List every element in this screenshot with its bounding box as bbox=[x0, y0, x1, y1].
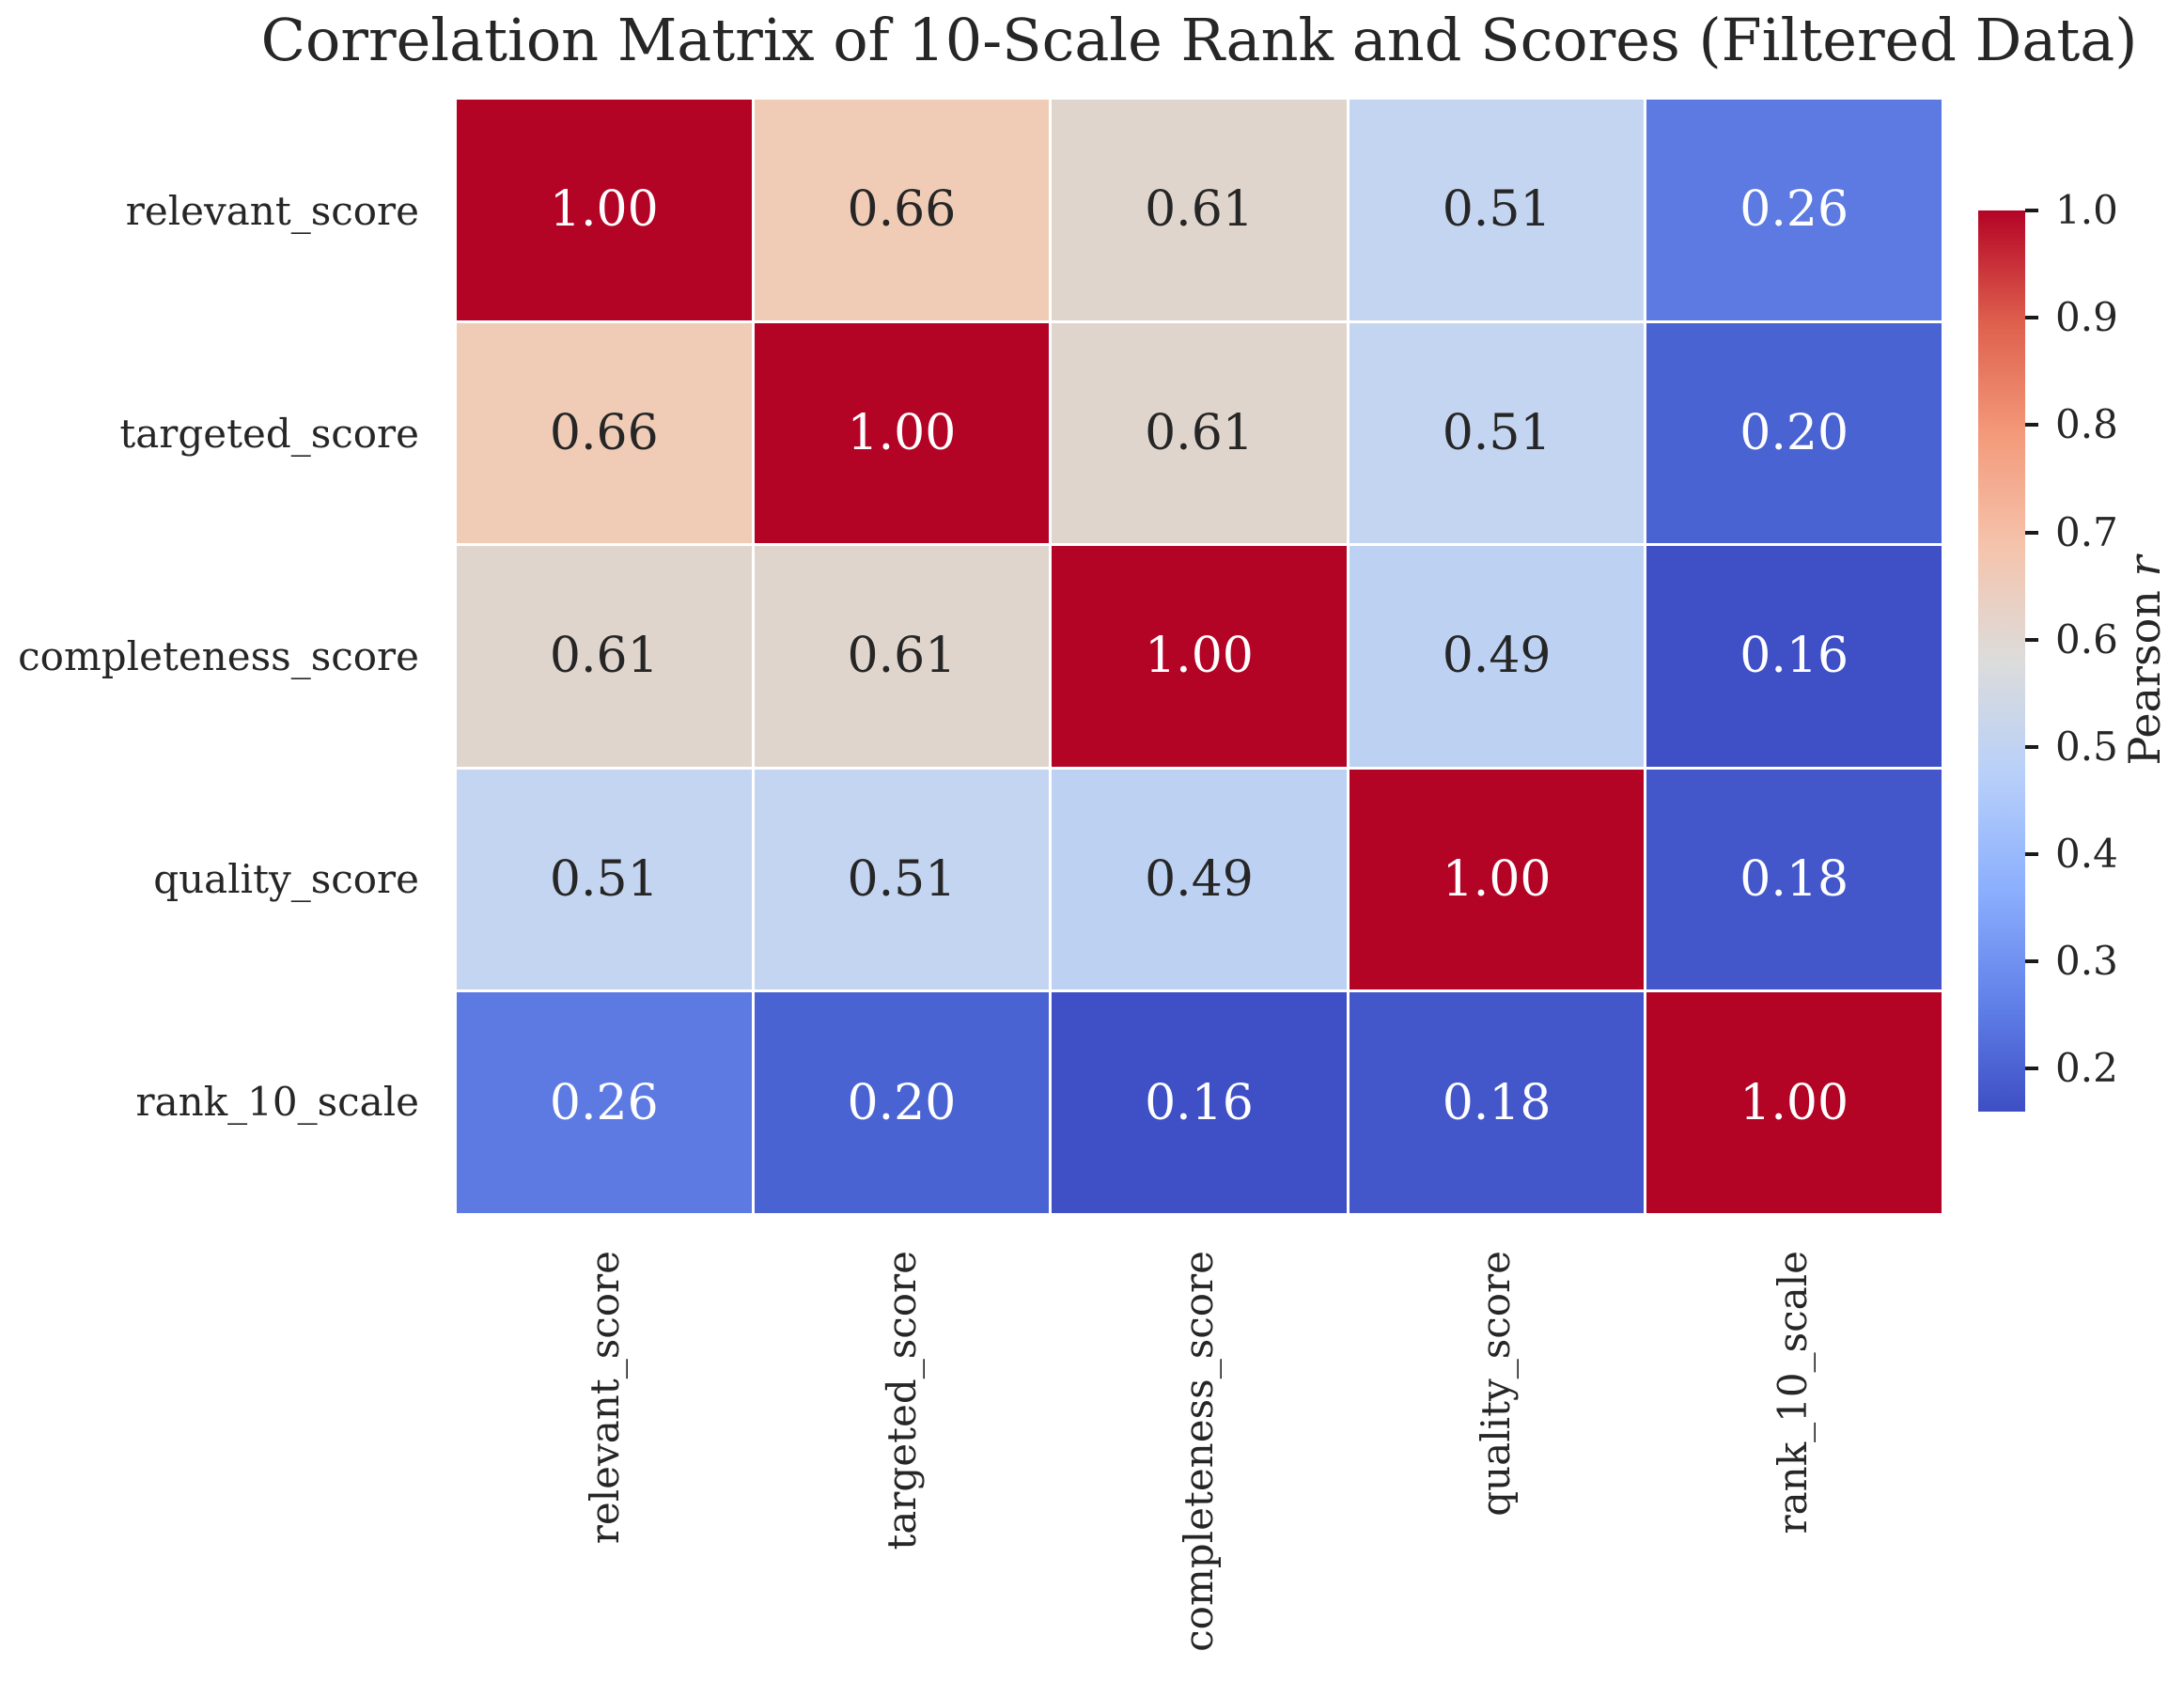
heatmap-cell: 1.00 bbox=[1646, 992, 1942, 1213]
y-axis-label: targeted_score bbox=[119, 410, 419, 457]
heatmap-cell: 0.61 bbox=[754, 546, 1050, 767]
colorbar-tick-label: 0.9 bbox=[2055, 294, 2118, 341]
x-axis-labels: relevant_score targeted_score completeness… bbox=[457, 1251, 1942, 1682]
colorbar-tick-label: 0.5 bbox=[2055, 723, 2118, 770]
heatmap-cell: 0.66 bbox=[457, 322, 752, 544]
x-axis-label: relevant_score bbox=[582, 1251, 628, 1545]
colorbar-tick-label: 1.0 bbox=[2055, 187, 2118, 233]
x-axis-label: targeted_score bbox=[879, 1251, 925, 1550]
colorbar-tick-mark bbox=[2025, 1067, 2038, 1071]
colorbar-tick-mark bbox=[2025, 530, 2038, 535]
colorbar-axis-label: Pearson r bbox=[2119, 555, 2170, 765]
chart-title: Correlation Matrix of 10-Scale Rank and … bbox=[260, 6, 2138, 74]
heatmap-cell: 0.61 bbox=[457, 546, 752, 767]
heatmap-grid: 1.00 0.66 0.61 0.51 0.26 0.66 1.00 0.61 0.51 0.20… bbox=[457, 100, 1942, 1213]
colorbar-tick-mark bbox=[2025, 637, 2038, 642]
heatmap-cell: 0.61 bbox=[1052, 100, 1347, 320]
heatmap-cell: 0.20 bbox=[754, 992, 1050, 1213]
colorbar-tick-mark bbox=[2025, 852, 2038, 856]
heatmap-cell: 1.00 bbox=[457, 100, 752, 320]
colorbar-tick-label: 0.4 bbox=[2055, 831, 2118, 877]
colorbar-tick-mark bbox=[2025, 959, 2038, 964]
heatmap-cell: 0.20 bbox=[1646, 322, 1942, 544]
heatmap-cell: 0.61 bbox=[1052, 322, 1347, 544]
heatmap-cell: 0.26 bbox=[1646, 100, 1942, 320]
colorbar: 1.0 0.9 0.8 0.7 0.6 0.5 0.4 0.3 0.2 bbox=[1978, 188, 2184, 1112]
colorbar-tick-label: 0.8 bbox=[2055, 401, 2118, 448]
heatmap-cell: 0.49 bbox=[1052, 769, 1347, 990]
heatmap-cell: 0.51 bbox=[1349, 100, 1645, 320]
colorbar-tick-label: 0.7 bbox=[2055, 508, 2118, 555]
heatmap-cell: 0.51 bbox=[1349, 322, 1645, 544]
heatmap-cell: 0.16 bbox=[1052, 992, 1347, 1213]
heatmap-cell: 1.00 bbox=[1052, 546, 1347, 767]
y-axis-labels: relevant_score targeted_score completeness… bbox=[0, 100, 438, 1213]
heatmap-cell: 0.51 bbox=[754, 769, 1050, 990]
heatmap-cell: 1.00 bbox=[1349, 769, 1645, 990]
colorbar-tick-label: 0.3 bbox=[2055, 938, 2118, 985]
heatmap-cell: 0.26 bbox=[457, 992, 752, 1213]
colorbar-label-text: Pearson bbox=[2119, 576, 2170, 766]
y-axis-label: quality_score bbox=[153, 855, 419, 902]
heatmap-cell: 0.16 bbox=[1646, 546, 1942, 767]
colorbar-label-variable: r bbox=[2119, 555, 2170, 577]
colorbar-tick-label: 0.2 bbox=[2055, 1045, 2118, 1092]
colorbar-tick-label: 0.6 bbox=[2055, 615, 2118, 662]
colorbar-tick-mark bbox=[2025, 316, 2038, 320]
heatmap-cell: 0.18 bbox=[1349, 992, 1645, 1213]
y-axis-label: rank_10_scale bbox=[135, 1078, 419, 1125]
heatmap-cell: 1.00 bbox=[754, 322, 1050, 544]
y-axis-label: relevant_score bbox=[125, 187, 419, 234]
colorbar-tick-mark bbox=[2025, 423, 2038, 428]
colorbar-gradient bbox=[1978, 210, 2025, 1112]
y-axis-label: completeness_score bbox=[18, 632, 419, 679]
x-axis-label: completeness_score bbox=[1176, 1251, 1222, 1652]
heatmap-cell: 0.18 bbox=[1646, 769, 1942, 990]
x-axis-label: rank_10_scale bbox=[1770, 1251, 1816, 1534]
colorbar-tick-mark bbox=[2025, 209, 2038, 212]
x-axis-label: quality_score bbox=[1473, 1251, 1519, 1517]
heatmap-cell: 0.51 bbox=[457, 769, 752, 990]
colorbar-tick-mark bbox=[2025, 744, 2038, 749]
heatmap-cell: 0.49 bbox=[1349, 546, 1645, 767]
heatmap-cell: 0.66 bbox=[754, 100, 1050, 320]
